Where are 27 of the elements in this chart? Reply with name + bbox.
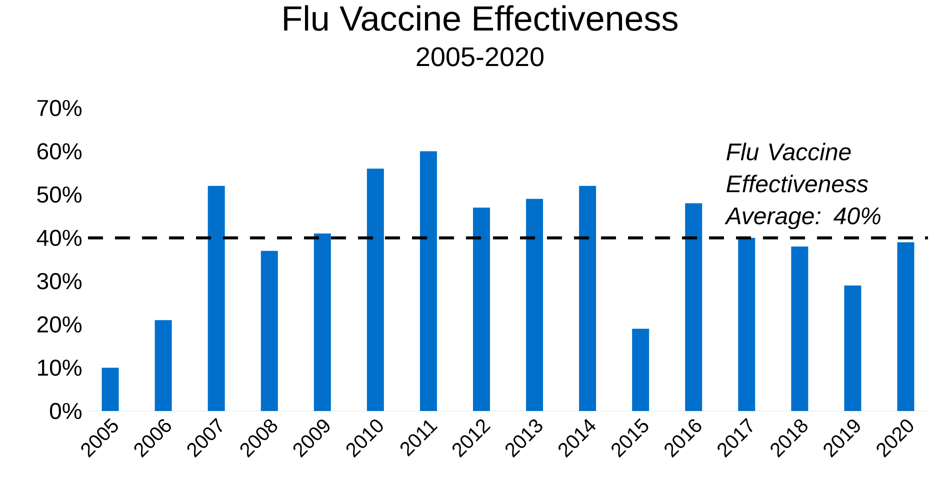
bar (102, 368, 119, 411)
bar (366, 168, 384, 411)
y-tick-label: 30% (37, 273, 82, 290)
y-tick-label: 50% (37, 186, 82, 203)
y-tick-label: 60% (37, 143, 82, 160)
y-tick-label: 40% (36, 230, 82, 246)
bar (472, 208, 490, 411)
bar (897, 242, 914, 411)
chart-title: Flu Vaccine Effectiveness (284, 5, 678, 31)
bar (791, 246, 808, 411)
bar (526, 198, 544, 411)
bar (208, 186, 225, 411)
ref-line-label: Flu Vaccine Effectiveness Average: 40% (724, 142, 880, 230)
y-tick-label: 0% (50, 402, 82, 420)
y-tick-label: 10% (38, 360, 82, 376)
y-tick-label: 20% (37, 316, 82, 333)
y-tick-label: 70% (37, 100, 82, 116)
bar (579, 186, 596, 411)
bar (738, 238, 756, 411)
bar (844, 285, 862, 411)
bar (314, 234, 331, 411)
bar (632, 328, 650, 411)
bar (154, 320, 172, 411)
bar (685, 203, 702, 411)
bar (260, 250, 278, 411)
chart-subtitle: 2005-2020 (416, 47, 544, 66)
bar (420, 151, 437, 411)
